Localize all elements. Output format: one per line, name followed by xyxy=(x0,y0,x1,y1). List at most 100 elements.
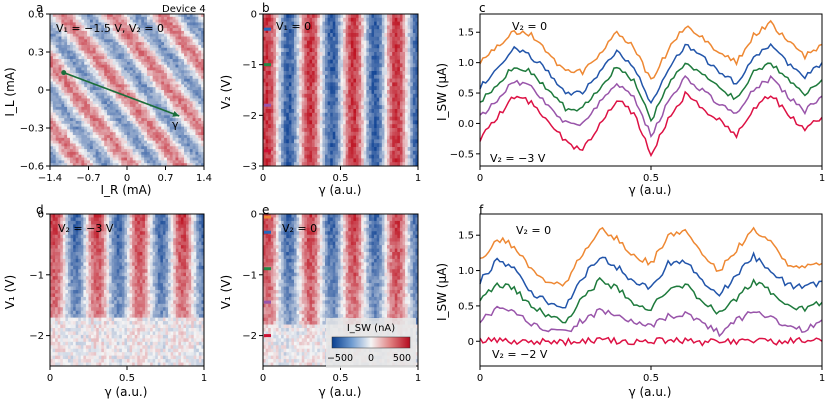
heatmap-cell xyxy=(381,131,385,136)
heatmap-cell xyxy=(175,78,179,82)
heatmap-cell xyxy=(181,115,185,119)
heatmap-cell xyxy=(89,101,94,105)
heatmap-cell xyxy=(281,78,284,83)
heatmap-cell xyxy=(61,53,65,57)
heatmap-cell xyxy=(405,14,408,19)
heatmap-cell xyxy=(149,36,153,40)
heatmap-cell xyxy=(101,101,105,105)
heatmap-cell xyxy=(67,28,71,32)
heatmap-cell xyxy=(335,112,339,117)
heatmap-cell xyxy=(58,101,62,105)
heatmap-cell xyxy=(195,120,199,125)
heatmap-cell xyxy=(412,14,416,19)
heatmap-cell xyxy=(353,59,357,64)
heatmap-cell xyxy=(275,105,279,110)
heatmap-cell xyxy=(78,73,82,77)
heatmap-cell xyxy=(146,28,151,32)
heatmap-cell xyxy=(72,146,76,150)
heatmap-cell xyxy=(319,71,323,76)
heatmap-cell xyxy=(138,75,142,80)
heatmap-cell xyxy=(283,131,287,136)
heatmap-cell xyxy=(135,109,139,113)
heatmap-cell xyxy=(181,106,185,110)
heatmap-cell xyxy=(152,78,156,82)
heatmap-cell xyxy=(345,131,349,136)
heatmap-cell xyxy=(58,14,62,18)
heatmap-cell xyxy=(50,104,54,108)
heatmap-cell xyxy=(186,104,191,108)
heatmap-cell xyxy=(52,30,56,34)
heatmap-cell xyxy=(67,53,71,57)
heatmap-cell xyxy=(186,101,191,105)
heatmap-cell xyxy=(184,146,188,150)
heatmap-cell xyxy=(306,78,310,83)
heatmap-cell xyxy=(371,44,375,49)
heatmap-cell xyxy=(322,17,326,22)
heatmap-cell xyxy=(186,39,191,43)
heatmap-cell xyxy=(129,50,133,54)
heatmap-cell xyxy=(399,21,403,26)
heatmap-cell xyxy=(166,129,171,133)
heatmap-cell xyxy=(124,59,128,63)
heatmap-cell xyxy=(319,63,323,68)
heatmap-cell xyxy=(146,140,151,144)
heatmap-cell xyxy=(50,42,54,46)
heatmap-cell xyxy=(146,101,151,105)
heatmap-cell xyxy=(92,115,96,119)
heatmap-cell xyxy=(402,135,406,140)
heatmap-cell xyxy=(104,30,108,34)
heatmap-cell xyxy=(89,78,94,82)
heatmap-cell xyxy=(189,109,193,113)
heatmap-cell xyxy=(78,140,82,144)
heatmap-cell xyxy=(294,109,297,114)
heatmap-cell xyxy=(387,128,390,133)
heatmap-cell xyxy=(87,132,91,136)
heatmap-cell xyxy=(87,36,91,40)
heatmap-cell xyxy=(286,71,290,76)
heatmap-cell xyxy=(84,92,88,96)
heatmap-cell xyxy=(50,120,54,125)
heatmap-cell xyxy=(198,33,202,37)
heatmap-cell xyxy=(358,101,362,106)
heatmap-cell xyxy=(144,106,148,110)
heatmap-cell xyxy=(164,56,168,60)
heatmap-cell xyxy=(299,112,303,117)
heatmap-cell xyxy=(115,64,119,68)
heatmap-cell xyxy=(353,112,357,117)
heatmap-cell xyxy=(288,139,292,144)
heatmap-cell xyxy=(84,90,88,94)
heatmap-cell xyxy=(132,64,136,68)
heatmap-cell xyxy=(144,19,148,23)
heatmap-cell xyxy=(306,139,310,144)
heatmap-cell xyxy=(75,98,79,102)
heatmap-cell xyxy=(101,59,105,63)
heatmap-cell xyxy=(118,70,122,74)
heatmap-cell xyxy=(184,33,188,37)
heatmap-cell xyxy=(186,129,191,133)
heatmap-cell xyxy=(52,126,56,130)
heatmap-cell xyxy=(379,48,383,53)
heatmap-cell xyxy=(95,92,99,96)
heatmap-cell xyxy=(384,101,388,106)
heatmap-cell xyxy=(101,146,105,150)
heatmap-cell xyxy=(135,47,139,51)
heatmap-cell xyxy=(81,154,85,158)
heatmap-cell xyxy=(78,44,82,49)
heatmap-cell xyxy=(89,123,94,127)
heatmap-cell xyxy=(358,112,362,117)
heatmap-cell xyxy=(368,128,372,133)
heatmap-cell xyxy=(189,16,193,20)
heatmap-cell xyxy=(146,56,151,60)
heatmap-cell xyxy=(319,82,323,87)
heatmap-cell xyxy=(69,30,74,34)
heatmap-cell xyxy=(166,160,171,164)
heatmap-cell xyxy=(155,61,159,65)
heatmap-cell xyxy=(198,132,202,136)
heatmap-cell xyxy=(61,120,65,125)
heatmap-cell xyxy=(192,129,196,133)
heatmap-cell xyxy=(55,95,59,99)
heatmap-cell xyxy=(368,112,372,117)
heatmap-cell xyxy=(394,14,398,19)
heatmap-cell xyxy=(278,44,282,49)
heatmap-cell xyxy=(152,163,156,167)
